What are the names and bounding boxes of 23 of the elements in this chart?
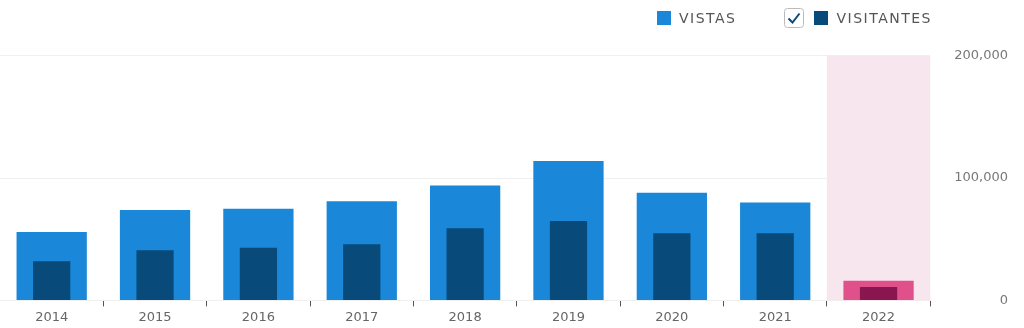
bar (756, 233, 794, 300)
bar (136, 250, 174, 300)
y-tick-label: 100,000 (954, 169, 1008, 185)
legend-label: VISTAS (678, 10, 737, 26)
bar (549, 220, 588, 300)
x-tick-label: 2020 (655, 308, 689, 324)
bar (859, 286, 898, 300)
bar (653, 233, 691, 300)
bar (446, 228, 484, 300)
x-tick-label: 2014 (35, 308, 69, 324)
legend-label: VISITANTES (836, 10, 932, 26)
bar (239, 247, 278, 300)
y-tick-label: 0 (999, 291, 1008, 307)
x-tick-label: 2017 (345, 308, 379, 324)
x-tick-label: 2015 (138, 308, 172, 324)
y-tick-label: 200,000 (954, 47, 1008, 63)
x-tick-label: 2022 (862, 308, 896, 324)
bar (343, 244, 381, 300)
x-tick-label: 2016 (241, 308, 275, 324)
x-tick-label: 2021 (758, 308, 792, 324)
bar (33, 261, 71, 300)
x-tick-label: 2019 (551, 308, 586, 324)
x-tick-label: 2018 (448, 308, 482, 324)
